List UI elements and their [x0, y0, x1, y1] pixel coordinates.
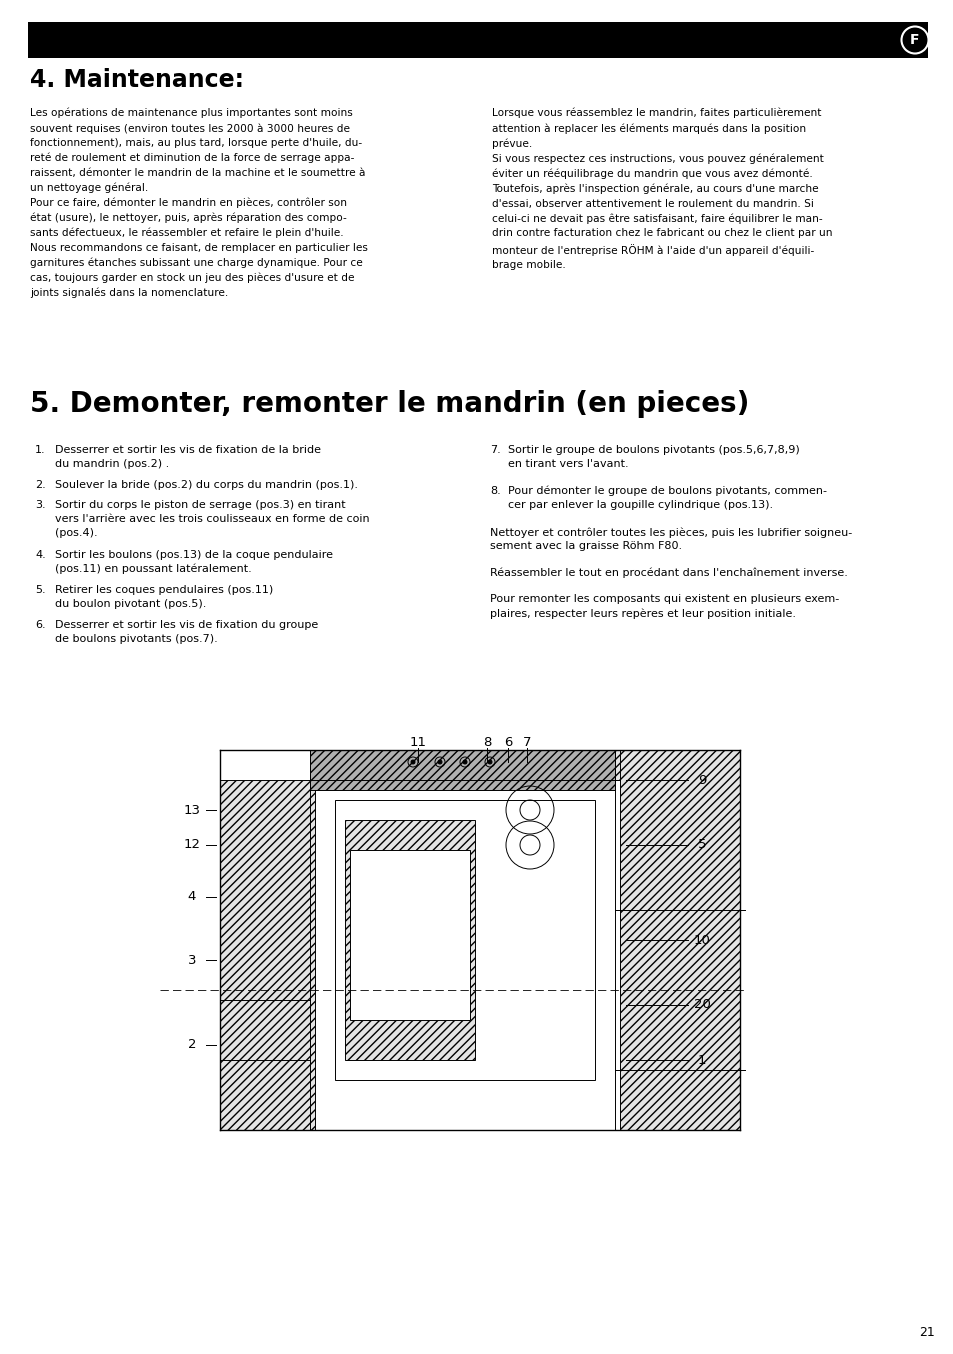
- Text: Les opérations de maintenance plus importantes sont moins
souvent requises (envi: Les opérations de maintenance plus impor…: [30, 108, 368, 298]
- Text: 2.: 2.: [35, 481, 46, 490]
- Text: 10: 10: [693, 933, 710, 946]
- Bar: [310, 750, 615, 789]
- Bar: [615, 750, 740, 1131]
- Text: F: F: [909, 32, 919, 47]
- Text: 2: 2: [188, 1039, 196, 1052]
- Text: 8: 8: [482, 735, 491, 749]
- Circle shape: [437, 760, 441, 764]
- Text: Nettoyer et contrôler toutes les pièces, puis les lubrifier soigneu-
sement avec: Nettoyer et contrôler toutes les pièces,…: [490, 527, 851, 551]
- Text: 5: 5: [697, 838, 705, 852]
- Text: 8.: 8.: [490, 486, 500, 496]
- Text: 5.: 5.: [35, 585, 46, 594]
- Text: 21: 21: [918, 1326, 934, 1339]
- Text: 4. Maintenance:: 4. Maintenance:: [30, 68, 244, 92]
- Text: 7.: 7.: [490, 445, 500, 455]
- Circle shape: [488, 760, 492, 764]
- Text: Pour démonter le groupe de boulons pivotants, commen-
cer par enlever la goupill: Pour démonter le groupe de boulons pivot…: [507, 486, 826, 510]
- Text: 12: 12: [183, 838, 200, 852]
- Text: 3: 3: [188, 953, 196, 967]
- Bar: [220, 780, 314, 1131]
- Text: 4: 4: [188, 891, 196, 903]
- Text: Sortir du corps le piston de serrage (pos.3) en tirant
vers l'arrière avec les t: Sortir du corps le piston de serrage (po…: [55, 501, 369, 538]
- Text: 11: 11: [409, 735, 426, 749]
- Text: 1: 1: [697, 1053, 705, 1067]
- Text: Réassembler le tout en procédant dans l'enchaînement inverse.: Réassembler le tout en procédant dans l'…: [490, 567, 847, 578]
- Text: Soulever la bride (pos.2) du corps du mandrin (pos.1).: Soulever la bride (pos.2) du corps du ma…: [55, 481, 357, 490]
- Text: 7: 7: [522, 735, 531, 749]
- Bar: [345, 821, 475, 1060]
- Text: Sortir le groupe de boulons pivotants (pos.5,6,7,8,9)
en tirant vers l'avant.: Sortir le groupe de boulons pivotants (p…: [507, 445, 799, 468]
- Circle shape: [462, 760, 467, 764]
- Text: 3.: 3.: [35, 501, 46, 510]
- FancyBboxPatch shape: [28, 22, 927, 58]
- Text: 5. Demonter, remonter le mandrin (en pieces): 5. Demonter, remonter le mandrin (en pie…: [30, 390, 749, 418]
- Text: Desserrer et sortir les vis de fixation du groupe
de boulons pivotants (pos.7).: Desserrer et sortir les vis de fixation …: [55, 620, 318, 643]
- Bar: [310, 750, 619, 780]
- Text: 20: 20: [693, 998, 710, 1011]
- Bar: [310, 780, 619, 1131]
- Text: 1.: 1.: [35, 445, 46, 455]
- Text: Desserrer et sortir les vis de fixation de la bride
du mandrin (pos.2) .: Desserrer et sortir les vis de fixation …: [55, 445, 320, 468]
- Text: 9: 9: [697, 773, 705, 787]
- Text: 4.: 4.: [35, 550, 46, 561]
- Text: Lorsque vous réassemblez le mandrin, faites particulièrement
attention à replace: Lorsque vous réassemblez le mandrin, fai…: [492, 108, 832, 269]
- Bar: [335, 800, 595, 1080]
- Text: 13: 13: [183, 803, 200, 816]
- Text: Sortir les boulons (pos.13) de la coque pendulaire
(pos.11) en poussant latérale: Sortir les boulons (pos.13) de la coque …: [55, 550, 333, 574]
- Text: 6: 6: [503, 735, 512, 749]
- Text: Retirer les coques pendulaires (pos.11)
du boulon pivotant (pos.5).: Retirer les coques pendulaires (pos.11) …: [55, 585, 273, 608]
- Text: Pour remonter les composants qui existent en plusieurs exem-
plaires, respecter : Pour remonter les composants qui existen…: [490, 594, 839, 619]
- Bar: [350, 850, 470, 1020]
- Circle shape: [411, 760, 415, 764]
- Text: 6.: 6.: [35, 620, 46, 630]
